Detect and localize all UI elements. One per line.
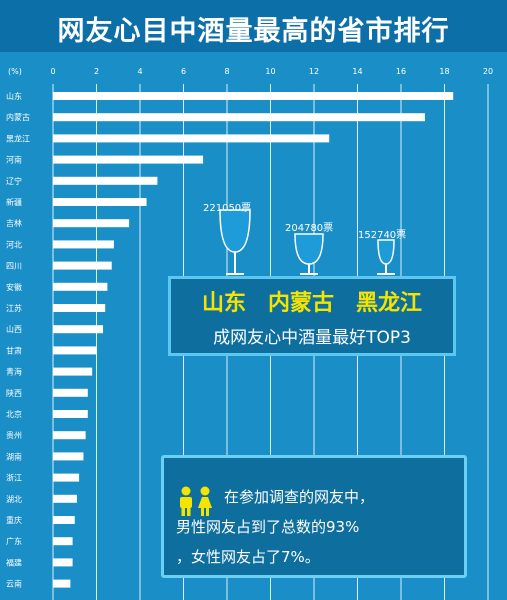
bars: [53, 92, 454, 588]
bar-7: [53, 240, 114, 249]
bar-13: [53, 367, 93, 376]
category-label-6: 吉林: [6, 218, 22, 228]
category-label-22: 福建: [6, 557, 22, 567]
category-label-1: 内蒙古: [6, 112, 30, 122]
x-tick-label-10: 20: [483, 67, 493, 76]
bar-1: [53, 113, 425, 122]
category-label-9: 安徽: [6, 282, 22, 292]
top3-names: 山东 内蒙古 黑龙江: [201, 291, 422, 316]
bar-22: [53, 558, 73, 567]
category-label-0: 山东: [6, 91, 22, 101]
category-label-19: 湖北: [6, 495, 22, 504]
bar-11: [53, 325, 104, 334]
title-bar: 网友心目中酒量最高的省市排行: [0, 0, 507, 52]
x-tick-label-3: 6: [181, 67, 186, 76]
vote-count-1: 221050票: [203, 203, 252, 214]
vote-count-3: 152740票: [358, 230, 407, 241]
category-label-8: 四川: [6, 262, 22, 271]
category-label-18: 浙江: [6, 473, 22, 483]
category-label-16: 贵州: [6, 430, 22, 440]
vote-count-2: 204780票: [285, 223, 334, 234]
category-label-11: 山西: [6, 324, 22, 334]
x-tick-label-0: 0: [50, 67, 55, 76]
bar-15: [53, 410, 88, 418]
chart-title: 网友心目中酒量最高的省市排行: [57, 16, 450, 47]
bar-10: [53, 304, 106, 312]
bar-18: [53, 473, 80, 482]
category-label-14: 陕西: [6, 388, 22, 398]
x-tick-label-4: 8: [224, 67, 229, 76]
bar-16: [53, 431, 86, 440]
unit-label: (%): [8, 67, 22, 76]
bar-3: [53, 155, 204, 164]
bar-17: [53, 452, 84, 461]
x-tick-label-5: 10: [265, 67, 275, 76]
bar-21: [53, 537, 73, 546]
bar-8: [53, 261, 112, 270]
wine-glasses: [219, 209, 395, 275]
bar-4: [53, 176, 158, 185]
category-label-20: 重庆: [6, 515, 22, 525]
category-label-5: 新疆: [6, 197, 22, 207]
bar-5: [53, 198, 147, 206]
x-tick-label-8: 16: [396, 67, 406, 76]
gender-line-2: 男性网友占到了总数的93%: [176, 518, 360, 536]
x-axis-ticks: 0 2 4 6 8 10 12 14 16 18 20: [50, 67, 493, 76]
top3-callout: 山东 内蒙古 黑龙江 成网友心中酒量最好TOP3: [168, 276, 456, 356]
bar-14: [53, 388, 88, 397]
people-icon: [180, 486, 212, 516]
category-label-12: 甘肃: [6, 345, 22, 355]
bar-23: [53, 579, 71, 588]
bar-0: [53, 92, 454, 100]
category-label-2: 黑龙江: [6, 133, 30, 143]
gender-line-1: 在参加调查的网友中，: [224, 488, 375, 506]
category-label-3: 河南: [6, 155, 22, 165]
bar-9: [53, 282, 108, 291]
bar-12: [53, 346, 97, 355]
category-label-7: 河北: [6, 239, 22, 249]
bar-19: [53, 494, 77, 503]
bar-20: [53, 516, 75, 524]
top3-subtitle: 成网友心中酒量最好TOP3: [213, 328, 411, 348]
category-label-10: 江苏: [6, 303, 22, 313]
category-label-13: 青海: [6, 367, 22, 377]
gender-callout: 在参加调查的网友中， 男性网友占到了总数的93% ，女性网友占了7%。: [161, 455, 467, 578]
x-tick-label-6: 12: [309, 67, 319, 76]
category-labels: 山东内蒙古黑龙江河南辽宁新疆吉林河北四川安徽江苏山西甘肃青海陕西北京贵州湖南浙江…: [6, 91, 30, 589]
gender-line-3: ，女性网友占了7%。: [176, 548, 320, 566]
wine-glass-3-icon: [377, 239, 395, 275]
category-label-4: 辽宁: [6, 176, 22, 186]
x-tick-label-9: 18: [439, 67, 449, 76]
x-tick-label-1: 2: [94, 67, 99, 76]
bar-6: [53, 219, 130, 228]
category-label-15: 北京: [6, 409, 22, 419]
wine-glass-2-icon: [294, 233, 324, 275]
category-label-17: 湖南: [6, 451, 22, 461]
category-label-21: 广东: [6, 536, 22, 546]
x-tick-label-2: 4: [137, 67, 142, 76]
category-label-23: 云南: [6, 579, 22, 589]
wine-glass-1-icon: [219, 209, 251, 275]
x-tick-label-7: 14: [352, 67, 362, 76]
bar-2: [53, 134, 330, 143]
